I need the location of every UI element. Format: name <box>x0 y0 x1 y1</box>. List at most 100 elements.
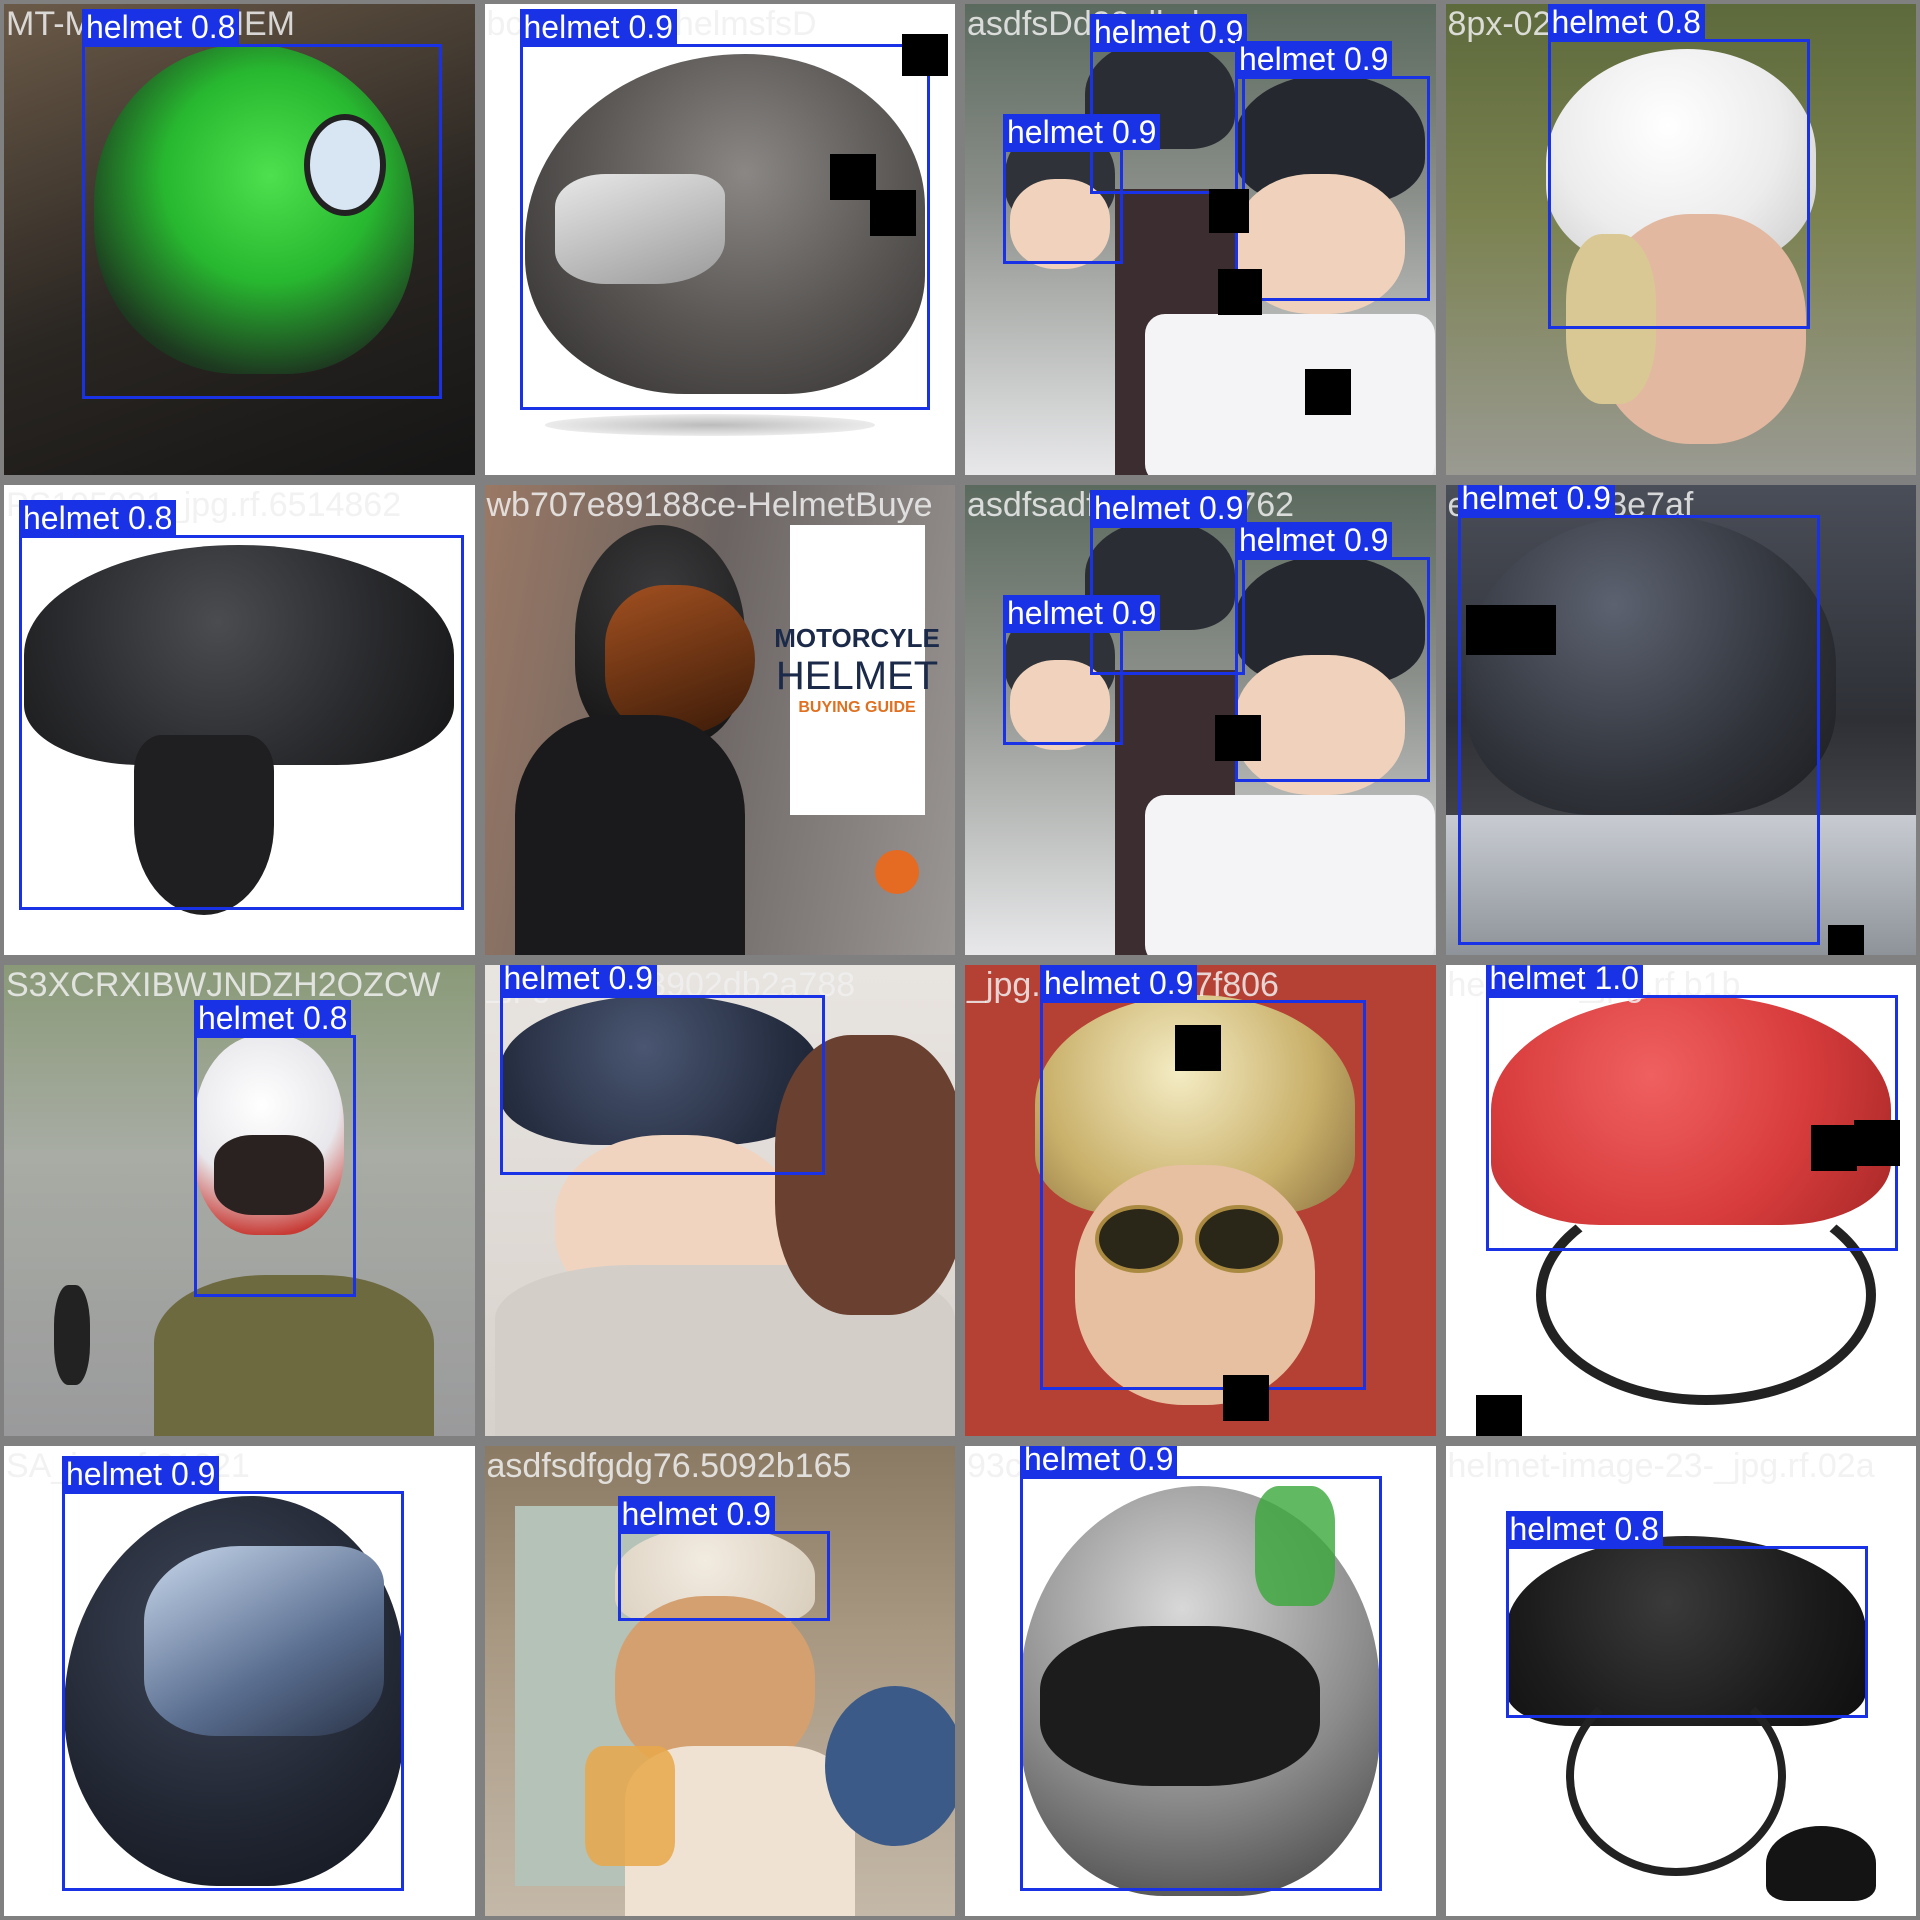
tile-15: 93cd45d981 helmet 0.9 <box>965 1445 1436 1916</box>
face-shape <box>1010 179 1110 269</box>
bounding-box: helmet 1.0 <box>1485 965 1898 1251</box>
bounding-box: helmet 0.8 <box>19 499 464 910</box>
bounding-box: helmet 0.9 <box>1020 1445 1382 1891</box>
bounding-box: helmet 0.8 <box>194 1000 356 1297</box>
bounding-box: helmet 0.8 <box>1505 1510 1868 1718</box>
redaction-block <box>1853 1120 1900 1166</box>
tile-4: 8px-0243-1 helmet 0.8 <box>1445 4 1916 475</box>
bounding-box: helmet 0.9 <box>62 1455 404 1891</box>
visor-shape <box>604 584 755 735</box>
redaction-block <box>901 34 948 76</box>
bounding-box: helmet 0.9 <box>519 9 930 410</box>
box-label: helmet 0.9 <box>1235 521 1393 558</box>
helmet-rear-shape <box>134 734 274 915</box>
bounding-box: helmet 0.9 <box>1090 489 1248 675</box>
tile-16: helmet-image-23-_jpg.rf.02a helmet 0.8 <box>1445 1445 1916 1916</box>
shirt-shape <box>1145 314 1435 475</box>
face-shape <box>1010 659 1110 750</box>
hair-shape <box>1565 234 1656 404</box>
redaction-block <box>1465 604 1556 655</box>
bounding-box: helmet 0.9 <box>1003 114 1161 264</box>
redaction-block <box>1223 1375 1269 1421</box>
jacket-shape <box>514 714 745 955</box>
redaction-block <box>1215 714 1261 761</box>
helmet-shape <box>824 1685 955 1846</box>
redaction-block <box>1475 1395 1522 1436</box>
box-label: helmet 0.9 <box>1235 41 1393 77</box>
tile-9: S3XCRXIBWJNDZH2OZCW helmet 0.8 <box>4 965 475 1436</box>
bounding-box: helmet 0.8 <box>1547 4 1810 329</box>
box-label: helmet 0.9 <box>1003 114 1161 150</box>
bounding-box: helmet 0.9 <box>1090 14 1248 194</box>
logo-badge <box>874 849 919 894</box>
box-label: helmet 0.9 <box>1457 484 1615 516</box>
helmet-shape <box>24 544 454 765</box>
guide-sign: MOTORCYLE HELMET BUYING GUIDE <box>774 524 940 815</box>
redaction-block <box>1218 269 1262 315</box>
box-label: helmet 0.9 <box>499 965 657 996</box>
tile-5: PS195931_jpg.rf.6514862 helmet 0.8 <box>4 484 475 955</box>
helmet-shape <box>1465 514 1836 815</box>
box-label: helmet 0.8 <box>1505 1510 1663 1547</box>
tile-14: asdfsdfgdg76.5092b165 helmet 0.9 <box>484 1445 955 1916</box>
box-label: helmet 0.8 <box>19 499 177 536</box>
bounding-box: helmet 0.9 <box>1040 965 1366 1390</box>
bounding-box: helmet 0.8 <box>82 9 442 399</box>
visor-shape <box>144 1545 384 1736</box>
redaction-block <box>1209 189 1249 233</box>
helmet-eye-graphic <box>304 114 386 216</box>
box-label: helmet 0.9 <box>1020 1445 1178 1477</box>
redaction-block <box>1827 924 1864 955</box>
sunglasses-lens <box>1095 1205 1183 1273</box>
bounding-box: helmet 0.9 <box>1235 41 1430 301</box>
bounding-box: helmet 0.9 <box>499 965 825 1175</box>
sign-line-3: BUYING GUIDE <box>798 698 916 716</box>
tile-7: asdfsadf_jpg.rf.62762 helmet 0.9 helmet … <box>965 484 1436 955</box>
tile-8: e4539fb3d3e7af helmet 0.9 <box>1445 484 1916 955</box>
face-opening-shape <box>214 1135 324 1215</box>
bounding-box: helmet 0.9 <box>1235 521 1430 782</box>
sign-line-1: MOTORCYLE <box>774 622 940 653</box>
redaction-block <box>829 154 876 200</box>
tile-11: _jpg.rf.17db7af7f806 helmet 0.9 <box>965 965 1436 1436</box>
tile-12: helmet-1_jpg.rf.b1b helmet 1.0 <box>1445 965 1916 1436</box>
box-label: helmet 1.0 <box>1485 965 1643 996</box>
helmet-small-shape <box>1765 1825 1876 1901</box>
shirt-shape <box>154 1275 434 1436</box>
redaction-block <box>1810 1125 1857 1171</box>
face-shape <box>1235 174 1405 314</box>
shadow-shape <box>544 414 875 436</box>
claw-graphic <box>1255 1485 1335 1606</box>
sunglasses-lens <box>1195 1205 1283 1273</box>
mirror-shape <box>54 1285 90 1385</box>
visor-shape <box>554 174 725 284</box>
tile-10: _jpg.rf.b0d3902db2a788 helmet 0.9 <box>484 965 955 1436</box>
bounding-box: helmet 0.9 <box>617 1495 830 1621</box>
redaction-block <box>869 190 916 236</box>
box-label: helmet 0.9 <box>519 9 677 45</box>
tile-3: asdfsDd28alkeh helmet 0.9 helmet 0.9 hel… <box>965 4 1436 475</box>
redaction-block <box>1175 1025 1221 1071</box>
tile-6: MOTORCYLE HELMET BUYING GUIDE wb707e8918… <box>484 484 955 955</box>
redaction-block <box>1305 369 1351 415</box>
tile-13: SA_jpg.rf.31821 helmet 0.9 <box>4 1445 475 1916</box>
tile-2: bcef7ff82ad-helmsfsD helmet 0.9 <box>484 4 955 475</box>
box-label: helmet 0.8 <box>194 1000 352 1036</box>
strap-shape <box>1565 1675 1786 1876</box>
box-label: helmet 0.9 <box>62 1455 220 1492</box>
visor-shape <box>1040 1625 1320 1786</box>
face-shape <box>1235 654 1405 795</box>
box-label: helmet 0.8 <box>1547 4 1705 40</box>
helmet-shape <box>499 995 820 1145</box>
box-label: helmet 0.9 <box>1003 594 1161 631</box>
box-label: helmet 0.9 <box>617 1495 775 1532</box>
sign-line-2: HELMET <box>775 653 939 698</box>
box-label: helmet 0.9 <box>1040 965 1198 1001</box>
face-shape <box>1075 1165 1315 1405</box>
shirt-shape <box>1145 794 1435 955</box>
bounding-box: helmet 0.9 <box>1003 594 1161 745</box>
box-label: helmet 0.8 <box>82 9 240 45</box>
hair-shape <box>774 1035 955 1315</box>
box-label: helmet 0.9 <box>1090 489 1248 526</box>
